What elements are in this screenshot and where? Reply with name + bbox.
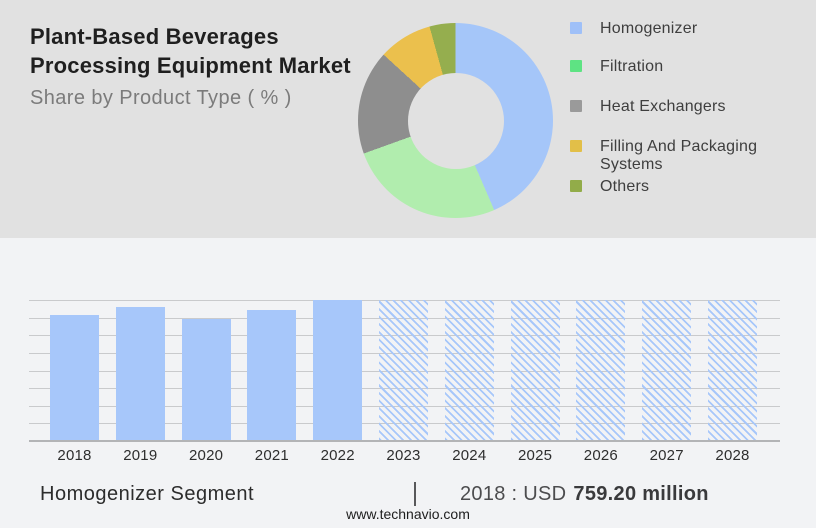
x-axis-baseline: [29, 440, 780, 442]
donut-hole: [407, 72, 504, 169]
bar-2018: [50, 314, 99, 440]
title-block: Plant-Based Beverages Processing Equipme…: [30, 22, 351, 110]
bar-plot-area: 2018 2019 2020 2021 2022 2023 2024 2025 2026 2027…: [29, 300, 780, 464]
axis-label-2027: 2027: [649, 447, 684, 464]
legend-label-homogenizer: Homogenizer: [600, 20, 698, 37]
legend-swatch-homogenizer: [570, 22, 582, 34]
stat-prefix: 2018 : USD: [460, 482, 567, 505]
axis-label-2018: 2018: [57, 447, 92, 464]
bar-2025-forecast: [510, 300, 560, 440]
legend-swatch-heat-exchangers: [570, 100, 582, 112]
legend-item-filtration: Filtration: [570, 58, 782, 76]
legend-label-others: Others: [600, 178, 650, 195]
page-title-line2: Processing Equipment Market: [30, 53, 351, 78]
legend-label-heat-exchangers: Heat Exchangers: [600, 98, 726, 115]
donut-chart: [358, 23, 553, 218]
legend-swatch-filling-and-packaging-systems: [570, 140, 582, 152]
legend-label-filling-and-packaging-systems: Filling And Packaging Systems: [600, 138, 758, 173]
axis-label-2024: 2024: [452, 447, 487, 464]
page-title-line1: Plant-Based Beverages: [30, 24, 279, 49]
stat-value: 759.20 million: [573, 482, 709, 505]
axis-label-2022: 2022: [320, 447, 355, 464]
axis-label-2026: 2026: [583, 447, 618, 464]
axis-label-2023: 2023: [386, 447, 421, 464]
axis-label-2020: 2020: [189, 447, 224, 464]
axis-label-2019: 2019: [123, 447, 158, 464]
page-subtitle: Share by Product Type ( % ): [30, 87, 292, 109]
divider: [414, 482, 416, 506]
bar-2020: [181, 318, 231, 440]
bottom-panel: 2018 2019 2020 2021 2022 2023 2024 2025 2026 2027…: [0, 238, 816, 528]
axis-label-2025: 2025: [518, 447, 553, 464]
legend-item-heat-exchangers: Heat Exchangers: [570, 98, 782, 116]
legend-item-others: Others: [570, 178, 782, 196]
axis-label-2028: 2028: [715, 447, 750, 464]
legend-swatch-others: [570, 180, 582, 192]
legend-item-filling-and-packaging-systems: Filling And Packaging Systems: [570, 138, 782, 174]
site-url: www.technavio.com: [346, 506, 470, 522]
segment-label: Homogenizer Segment: [40, 483, 255, 505]
bar-2027-forecast: [642, 300, 692, 440]
footer-stat: 2018 : USD 759.20 million: [414, 482, 709, 506]
top-panel: Plant-Based Beverages Processing Equipme…: [0, 0, 816, 238]
bar-2022: [313, 300, 363, 440]
bar-2024-forecast: [444, 300, 494, 440]
bar-2023-forecast: [379, 300, 428, 440]
bar-2019: [115, 307, 165, 440]
legend-item-homogenizer: Homogenizer: [570, 20, 782, 38]
bar-2021: [247, 309, 297, 440]
legend-label-filtration: Filtration: [600, 58, 664, 75]
bar-2026-forecast: [576, 300, 626, 440]
axis-label-2021: 2021: [254, 447, 289, 464]
legend-swatch-filtration: [570, 60, 582, 72]
bar-2028-forecast: [708, 300, 757, 440]
